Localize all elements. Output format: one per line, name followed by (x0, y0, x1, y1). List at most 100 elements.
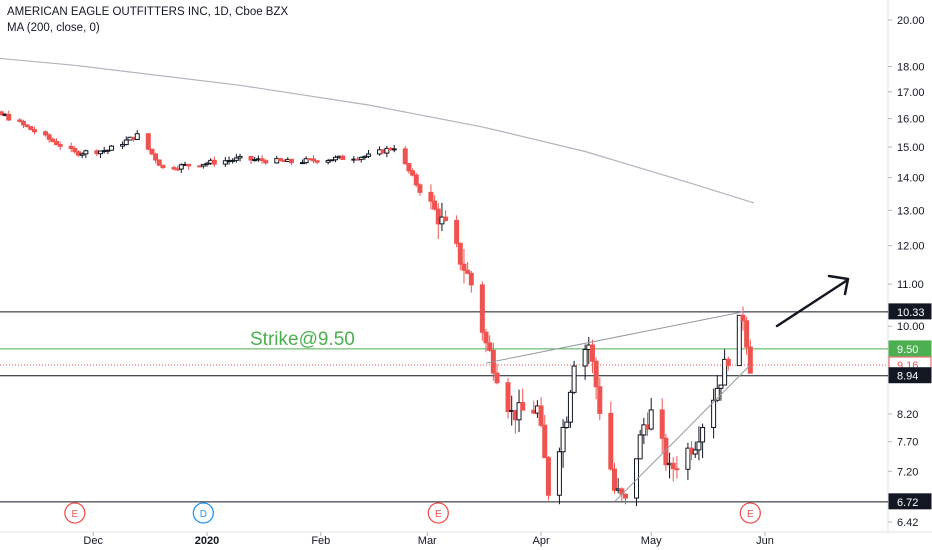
candle-body (109, 145, 115, 151)
candle-body (31, 129, 37, 133)
candle (711, 388, 717, 439)
candle (72, 145, 78, 155)
candle (149, 148, 155, 156)
time-tick-label: May (641, 535, 662, 547)
candle (582, 344, 588, 380)
candle (79, 152, 85, 159)
candle-body (303, 158, 309, 164)
candle (17, 117, 23, 123)
candle (134, 130, 140, 141)
price-label-text: 9.50 (897, 344, 918, 356)
candle (120, 141, 126, 150)
candlestick-series (0, 110, 753, 507)
earnings-marker-label: E (435, 509, 442, 520)
price-tick-label: 15.00 (897, 142, 925, 154)
candle-body (505, 382, 511, 413)
candle-body (593, 360, 599, 388)
candle (608, 401, 614, 471)
candle-body (545, 457, 551, 496)
candle (53, 138, 59, 146)
candle (391, 145, 397, 153)
candle-body (457, 242, 463, 265)
earnings-marker-circle (739, 502, 761, 524)
candle-body (72, 148, 78, 153)
candle (443, 210, 449, 222)
candle-body (83, 150, 89, 155)
candle-body (494, 372, 500, 384)
price-tick-label: 7.70 (897, 437, 918, 449)
time-tick-label: 2020 (195, 535, 219, 547)
price-label-text: 6.72 (897, 497, 918, 509)
candle (46, 132, 52, 143)
candle (303, 156, 309, 165)
candle-body (487, 342, 493, 351)
candle-body (178, 164, 184, 170)
indicator-legend[interactable]: MA (200, close, 0) (7, 22, 100, 34)
time-tick-label: Dec (83, 535, 103, 547)
candle (259, 155, 265, 164)
candle (417, 183, 423, 196)
time-tick-label: Jun (756, 535, 774, 547)
candle (593, 357, 599, 400)
candle-body (696, 441, 702, 451)
candle (340, 154, 346, 160)
price-label-level: 8.94 (888, 367, 932, 384)
candle-body (623, 493, 628, 499)
candle-body (461, 263, 467, 271)
candle-body (68, 145, 74, 150)
candle (564, 416, 570, 429)
candle (171, 165, 177, 171)
candle (310, 155, 316, 164)
candle (211, 156, 217, 167)
candle (366, 149, 372, 158)
candle-body (589, 344, 595, 362)
candle-body (483, 331, 489, 344)
candle-body (145, 133, 151, 150)
candle (410, 168, 416, 177)
candle (487, 335, 493, 352)
candle-body (57, 144, 63, 147)
candle (406, 163, 412, 174)
candle-body (454, 219, 460, 244)
candle (589, 339, 595, 374)
candle-body (611, 468, 617, 491)
candle (178, 163, 184, 174)
candle (468, 270, 474, 293)
candle (725, 356, 731, 371)
candle-body (564, 421, 570, 428)
arrow-head (827, 274, 850, 296)
candle (42, 130, 48, 137)
candle-body (417, 184, 423, 193)
candle (98, 150, 104, 158)
candle-body (366, 153, 372, 157)
candle (413, 172, 419, 188)
candle-body (582, 348, 588, 367)
candle (637, 429, 643, 460)
earnings-marker: E (64, 502, 86, 524)
candle-body (153, 153, 159, 161)
candle (325, 158, 331, 165)
candle (685, 442, 691, 480)
candle (465, 261, 471, 275)
candle-body (516, 402, 522, 421)
candle (670, 457, 676, 482)
candle-body (597, 386, 603, 414)
price-label-strike: 9.50 (888, 340, 932, 357)
price-tick-label: 8.20 (897, 409, 918, 421)
candle-body (263, 160, 269, 164)
candle-body (648, 409, 654, 430)
candle-body (443, 216, 449, 221)
candle (156, 159, 162, 166)
candle (277, 157, 283, 162)
candle-body (332, 156, 338, 161)
candle-body (714, 387, 720, 401)
candle (457, 242, 463, 270)
candle-body (747, 346, 753, 374)
trend-line (485, 311, 744, 364)
candle (0, 110, 4, 116)
candle (494, 363, 500, 385)
price-tick-label: 20.00 (897, 15, 925, 27)
earnings-marker-label: E (747, 509, 754, 520)
